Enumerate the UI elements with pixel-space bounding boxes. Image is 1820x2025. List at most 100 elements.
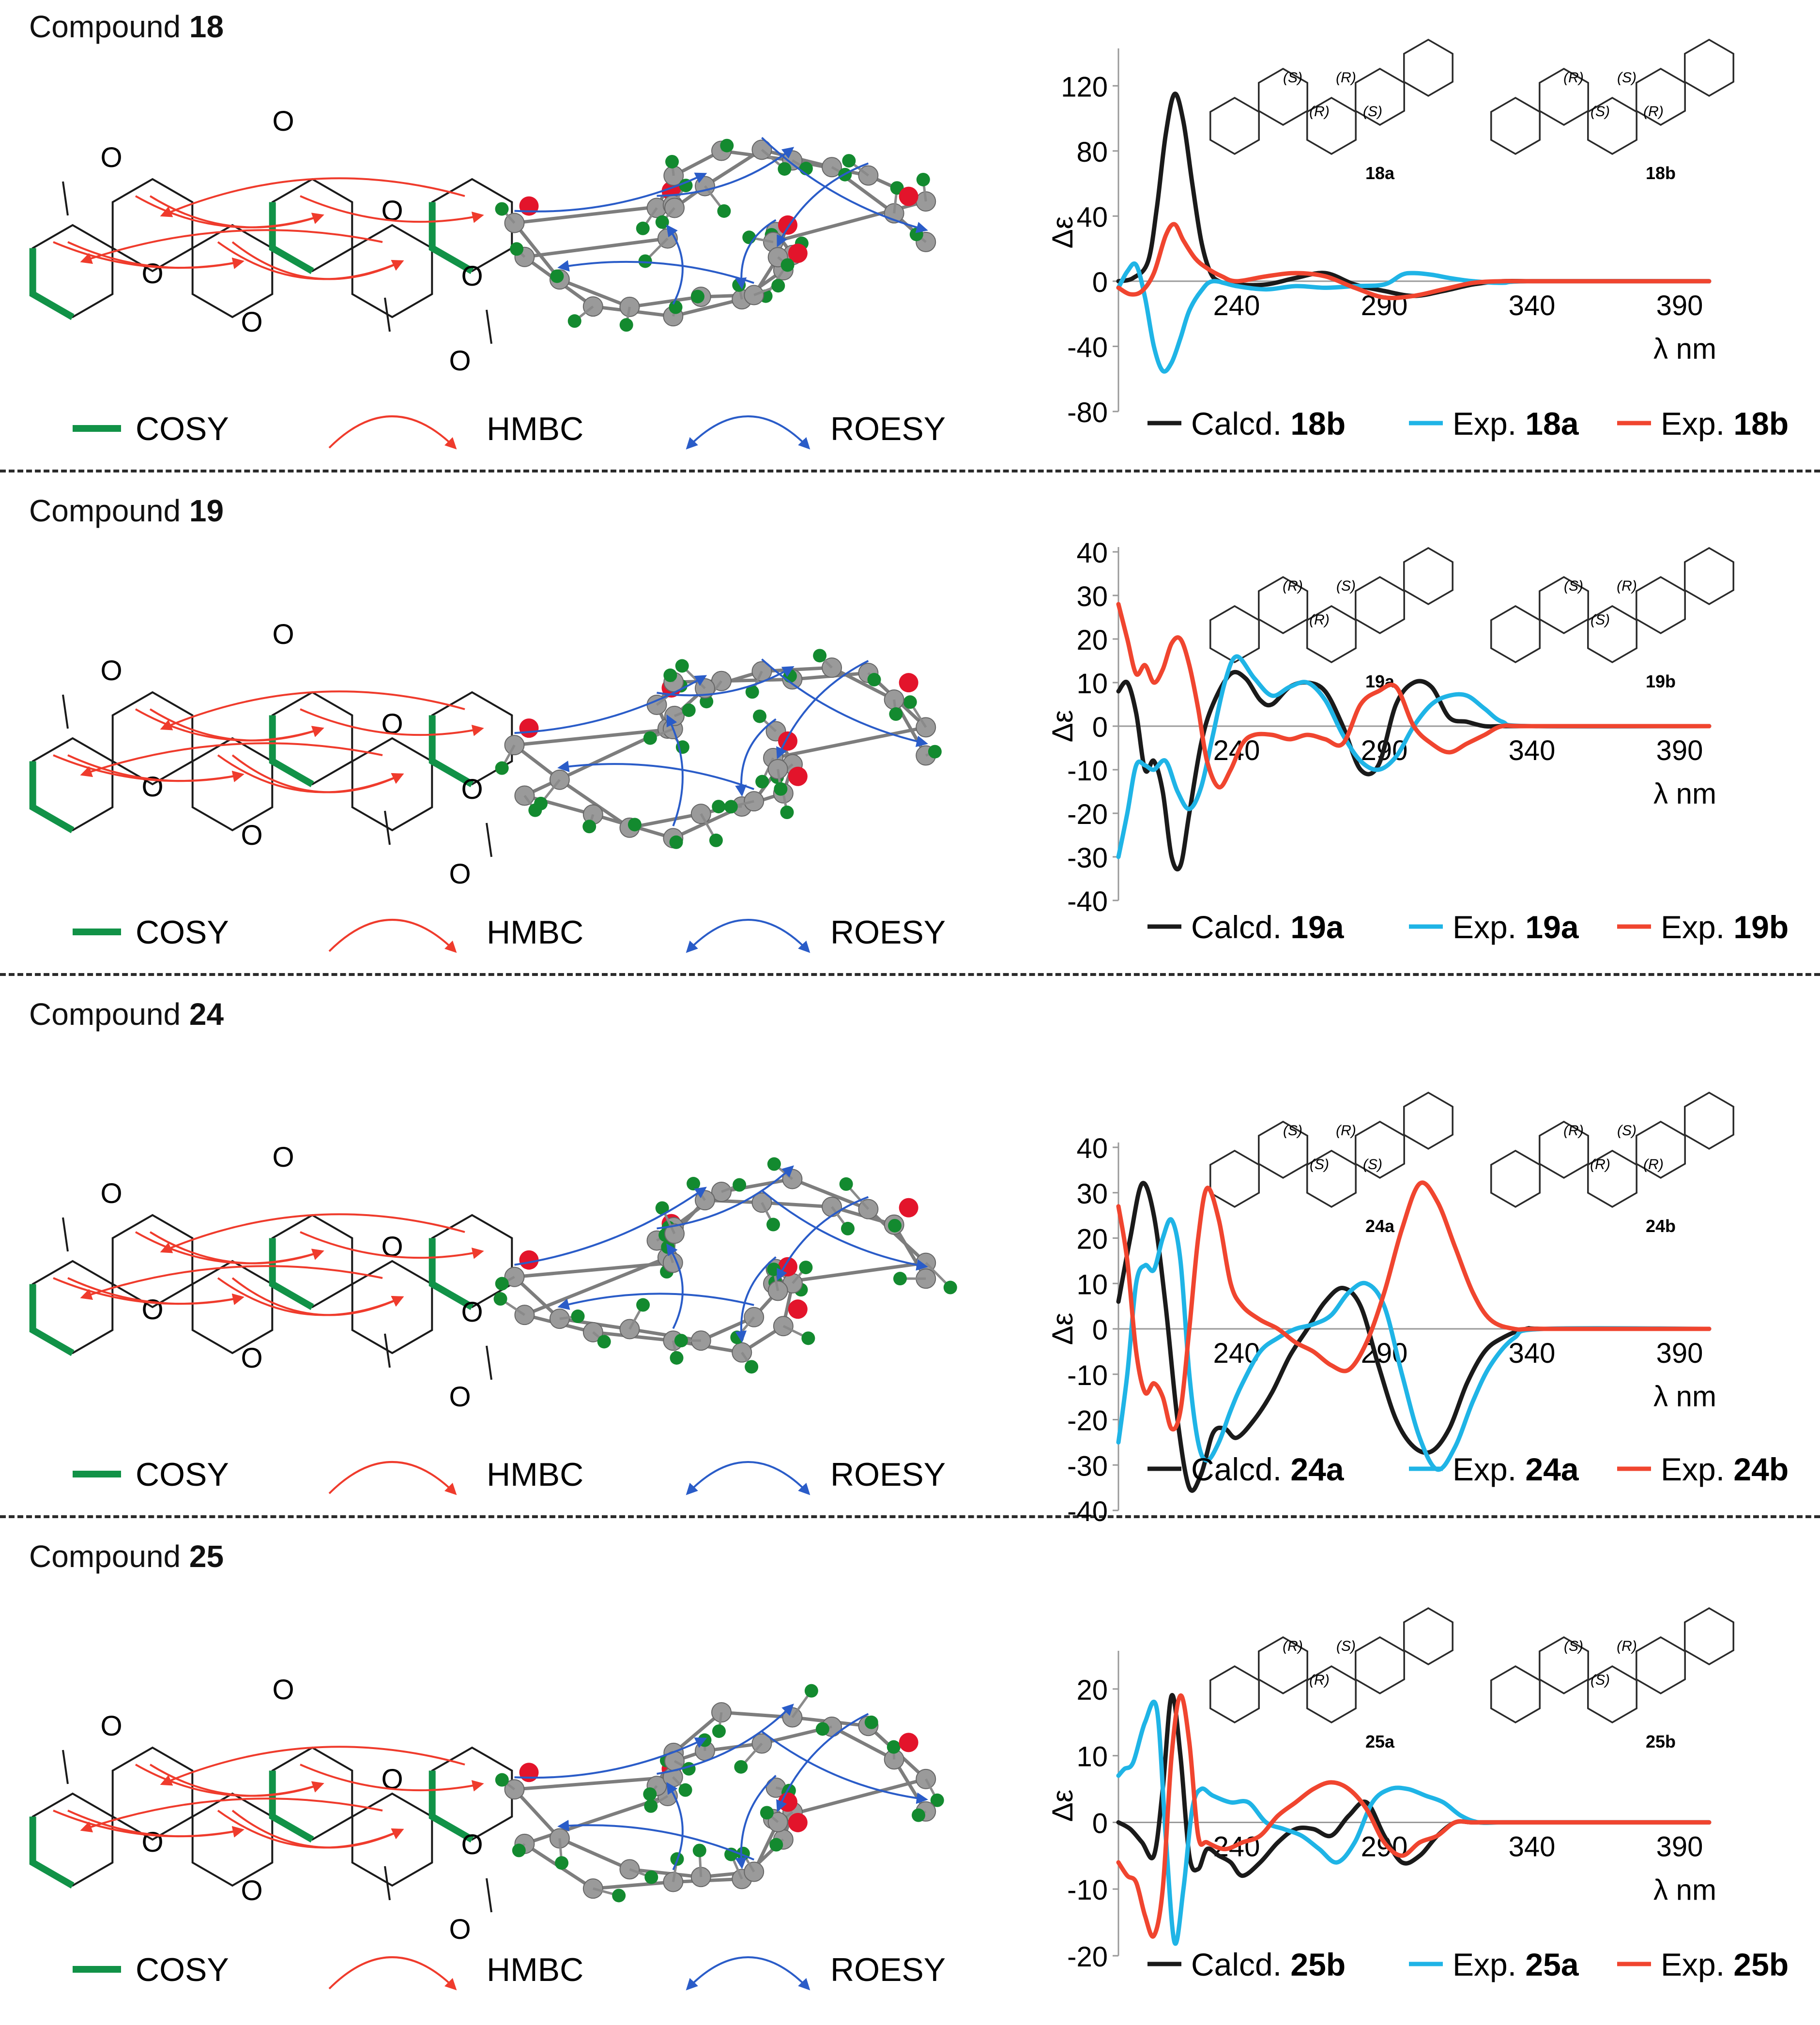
oxygen-atom-label: O — [141, 1827, 163, 1858]
hydrogen-atom — [510, 242, 524, 256]
legend-compound: 18b — [1733, 406, 1789, 442]
hydrogen-atom — [567, 314, 581, 328]
legend-entry-exp_a: Exp. 18a — [1453, 406, 1579, 442]
roesy-correlation-arrow — [666, 1243, 684, 1329]
legend-compound: 25b — [1733, 1947, 1789, 1982]
stereo-ring — [1355, 1636, 1405, 1695]
legend-compound: 19a — [1290, 909, 1344, 945]
stereo-ring — [1258, 576, 1308, 635]
cosy-legend-label: COSY — [136, 914, 229, 951]
atom-bond — [672, 1711, 723, 1754]
structure-a: (S) (R) (R) (S) 18a — [1209, 38, 1453, 183]
legend-prefix: Calcd. — [1191, 1451, 1290, 1487]
series-line-exp_b — [1116, 602, 1712, 790]
hydrogen-atom — [690, 289, 704, 304]
atom-bond — [629, 812, 702, 830]
methyl-bond — [486, 822, 492, 857]
hydrogen-atom — [674, 1334, 688, 1348]
y-tick-label: -20 — [1067, 1405, 1108, 1437]
stereo-descriptor: (S) — [1310, 1157, 1329, 1172]
hydrogen-atom — [864, 1715, 878, 1729]
carbon-atom — [504, 1266, 525, 1287]
hydrogen-atom — [767, 1157, 781, 1171]
hydrogen-atom — [930, 1793, 944, 1807]
legend-compound: 25b — [1290, 1947, 1346, 1982]
stereo-descriptor: (R) — [1283, 1638, 1303, 1654]
y-tick-label: 120 — [1061, 71, 1108, 103]
compound-title: Compound 18 — [29, 9, 224, 45]
hmbc-correlation-arrow — [160, 1213, 465, 1253]
ring-bond — [111, 1214, 194, 1309]
hydrogen-atom — [669, 835, 683, 849]
atom-bond — [831, 666, 895, 701]
hmbc-legend-arrow — [328, 919, 457, 953]
hydrogen-atom — [813, 649, 827, 663]
hydrogen-atom — [815, 1722, 829, 1736]
roesy-legend-label: ROESY — [830, 1951, 946, 1988]
x-tick-label: 240 — [1213, 290, 1260, 321]
oxygen-atom — [899, 1198, 918, 1218]
oxygen-atom-label: O — [241, 306, 262, 338]
stereo-ring — [1539, 1636, 1589, 1695]
hydrogen-atom — [512, 1843, 526, 1858]
hmbc-correlation-arrow — [80, 742, 383, 777]
stereo-descriptor: (S) — [1591, 612, 1610, 628]
ring-bond — [191, 1260, 274, 1355]
oxygen-atom — [519, 718, 539, 738]
roesy-correlation-arrow — [557, 1293, 754, 1310]
legend-prefix: Exp. — [1661, 909, 1733, 945]
methyl-bond — [62, 694, 69, 729]
hmbc-legend-arrow — [328, 1461, 457, 1495]
atom-bond — [513, 1276, 561, 1320]
y-tick-label: -10 — [1067, 755, 1108, 787]
atom-bond — [762, 1201, 832, 1209]
methyl-bond — [62, 1217, 69, 1252]
ring-bond — [191, 1792, 274, 1887]
roesy-correlation-arrow — [514, 1737, 707, 1779]
hmbc-correlation-arrow — [80, 1265, 383, 1300]
chart-series — [1116, 91, 1712, 374]
carbon-atom — [514, 1305, 535, 1325]
hydrogen-atom — [643, 1787, 657, 1801]
compound-panel-18: Compound 18 O O O O O O O COSY HMBC ROESY (S) (R) (R)… — [0, 0, 1820, 484]
stereo-ring — [1258, 1120, 1308, 1179]
oxygen-atom-label: O — [241, 820, 262, 851]
atom-bond — [559, 278, 630, 309]
compound-title-prefix: Compound — [29, 997, 189, 1032]
cosy-bond — [428, 202, 474, 274]
oxygen-atom — [519, 196, 539, 216]
roesy-legend-label: ROESY — [830, 411, 946, 447]
y-tick-label: 0 — [1092, 712, 1108, 743]
methyl-bond — [384, 297, 391, 332]
legend-entry-calcd: Calcd. 18b — [1191, 406, 1346, 442]
hmbc-correlation-arrow — [300, 1764, 484, 1792]
legend-entry-calcd: Calcd. 19a — [1191, 909, 1345, 945]
stereo-descriptor: (R) — [1643, 104, 1664, 120]
stereo-descriptor: (S) — [1283, 70, 1302, 86]
hydrogen-atom — [687, 1177, 701, 1191]
chart-legend: Calcd. 18b Exp. 18a Exp. 18b — [1147, 406, 1789, 442]
hydrogen-atom — [495, 202, 509, 216]
stereo-descriptor: (R) — [1336, 70, 1356, 86]
ring-bond — [191, 737, 274, 832]
stereo-ring — [1403, 1091, 1453, 1150]
cosy-bond — [269, 715, 314, 788]
stereo-descriptor: (R) — [1617, 578, 1637, 594]
ring-bond — [111, 1746, 194, 1841]
carbonyl-oxygen-label: O — [272, 106, 294, 137]
atom-bond — [513, 1788, 561, 1840]
roesy-correlation-arrow — [557, 761, 754, 791]
roesy-correlation-arrow — [735, 219, 777, 290]
roesy-legend-label: ROESY — [830, 914, 946, 951]
roesy-legend-arrow — [686, 1956, 811, 1991]
x-axis-label: λ nm — [1653, 777, 1716, 810]
y-tick-label: 30 — [1076, 1178, 1108, 1210]
chart-legend: Calcd. 19a Exp. 19a Exp. 19b — [1147, 909, 1789, 945]
hydrogen-atom — [571, 1309, 585, 1324]
cosy-legend-label: COSY — [136, 411, 229, 447]
legend-prefix: Exp. — [1453, 1947, 1525, 1982]
